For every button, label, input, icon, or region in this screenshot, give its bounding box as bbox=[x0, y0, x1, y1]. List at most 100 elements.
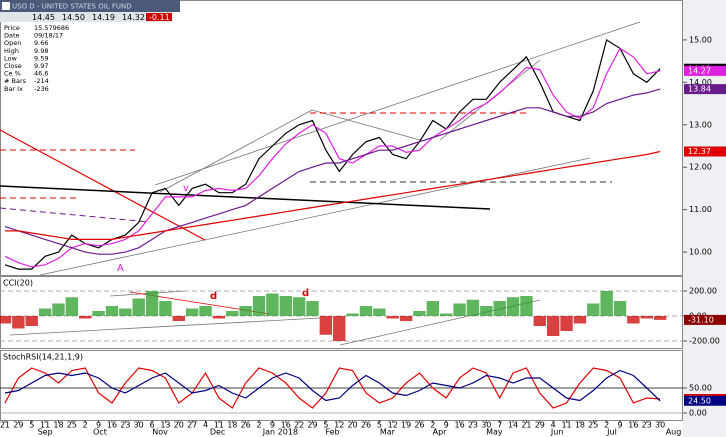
x-tick-label: 22 bbox=[294, 421, 304, 430]
y-tick-label: 14.00 bbox=[689, 78, 712, 87]
y-tick-label: 0.00 bbox=[689, 409, 707, 418]
bar bbox=[359, 306, 373, 316]
x-tick-label: 2 bbox=[604, 421, 609, 430]
x-tick-label: 5 bbox=[29, 421, 34, 430]
header-icon bbox=[2, 2, 10, 10]
last-value-box bbox=[684, 65, 726, 76]
month-label: Jul bbox=[606, 428, 617, 437]
header-bar bbox=[0, 0, 180, 12]
quote-open: 14.45 bbox=[32, 13, 55, 22]
last-value-box bbox=[684, 84, 726, 95]
x-tick-label: 4 bbox=[203, 421, 208, 430]
panel-title: StochRSI(14,21,1,9) bbox=[3, 353, 83, 362]
bar bbox=[546, 316, 560, 336]
trend-line bbox=[9, 317, 321, 336]
y-tick-label: 13.00 bbox=[689, 120, 712, 129]
info-value: 15.579686 bbox=[34, 24, 69, 32]
x-tick-label: 26 bbox=[361, 421, 371, 430]
bar bbox=[226, 311, 239, 316]
x-tick-label: 12 bbox=[334, 421, 344, 430]
trend-line bbox=[0, 185, 491, 210]
cci-frame bbox=[0, 276, 683, 349]
x-tick-label: 9 bbox=[96, 421, 101, 430]
bar bbox=[212, 316, 226, 319]
y-tick-label: -200.00 bbox=[689, 337, 720, 346]
info-value: -214 bbox=[34, 77, 49, 85]
month-label: Apr bbox=[433, 428, 448, 437]
bar bbox=[119, 308, 132, 316]
bar bbox=[292, 297, 306, 316]
bar bbox=[65, 297, 79, 316]
x-tick-label: 30 bbox=[655, 421, 665, 430]
trend-line bbox=[311, 109, 421, 141]
info-label: Low bbox=[4, 54, 17, 62]
trend-lines bbox=[0, 21, 641, 346]
bar bbox=[413, 311, 426, 316]
x-tick-label: 20 bbox=[174, 421, 184, 430]
quote-bar bbox=[0, 12, 172, 22]
bar bbox=[560, 316, 573, 331]
y-tick-label: 15.00 bbox=[689, 35, 712, 44]
bar bbox=[172, 316, 186, 321]
info-value: -236 bbox=[34, 85, 49, 93]
price-frame bbox=[0, 0, 683, 276]
bar bbox=[0, 316, 12, 324]
month-label: Nov bbox=[152, 428, 168, 437]
bar bbox=[399, 316, 413, 321]
header-symbol: USO D - UNITED STATES OIL FUND bbox=[12, 3, 132, 11]
bar bbox=[573, 316, 587, 324]
x-tick-label: 26 bbox=[414, 421, 424, 430]
x-tick-label: 11 bbox=[561, 421, 571, 430]
x-tick-label: 21 bbox=[0, 421, 10, 430]
bar bbox=[640, 316, 653, 319]
y-tick-label: 11.00 bbox=[689, 205, 712, 214]
x-tick-label: 2 bbox=[430, 421, 435, 430]
bar bbox=[52, 303, 65, 316]
last-value-label: -31.10 bbox=[688, 315, 714, 324]
x-tick-label: 18 bbox=[227, 421, 237, 430]
bar bbox=[25, 316, 38, 326]
annotation: v bbox=[183, 183, 189, 194]
quote-change: -0.11 bbox=[149, 13, 170, 22]
month-label: Dec bbox=[210, 428, 225, 437]
bar bbox=[333, 316, 346, 341]
annotation: A bbox=[117, 263, 124, 274]
bar bbox=[613, 301, 627, 316]
x-tick-label: 16 bbox=[107, 421, 117, 430]
bar bbox=[185, 308, 199, 316]
x-tick-label: 27 bbox=[187, 421, 197, 430]
annotation: d bbox=[302, 288, 309, 299]
x-tick-label: 2 bbox=[83, 421, 88, 430]
x-tick-label: 11 bbox=[40, 421, 50, 430]
x-tick-label: 23 bbox=[120, 421, 130, 430]
change-box bbox=[146, 13, 172, 21]
x-tick-label: 9 bbox=[270, 421, 275, 430]
series-line bbox=[4, 367, 661, 409]
bar bbox=[386, 316, 399, 319]
month-label: Jan 2018 bbox=[262, 428, 298, 437]
bar bbox=[12, 316, 25, 329]
bar bbox=[506, 297, 520, 316]
bar bbox=[346, 313, 359, 316]
trend-line bbox=[159, 109, 313, 193]
info-label: Open bbox=[4, 39, 21, 47]
x-tick-label: 16 bbox=[628, 421, 638, 430]
series-line bbox=[4, 47, 661, 268]
x-tick-label: 4 bbox=[551, 421, 556, 430]
quote-high: 14.50 bbox=[62, 13, 85, 22]
info-value: 9.59 bbox=[34, 54, 48, 62]
series-line bbox=[5, 150, 661, 240]
bar bbox=[480, 306, 493, 316]
info-label: Close bbox=[4, 62, 22, 70]
x-tick-label: 23 bbox=[468, 421, 478, 430]
bar bbox=[466, 299, 480, 316]
x-tick-label: 14 bbox=[508, 421, 518, 430]
last-value-label: 14.27 bbox=[688, 66, 711, 75]
quote-close: 14.32 bbox=[122, 13, 145, 22]
info-label: # Bars bbox=[4, 77, 27, 85]
month-label: Sep bbox=[38, 428, 53, 437]
x-tick-label: 20 bbox=[348, 421, 358, 430]
bar bbox=[493, 301, 506, 316]
x-tick-label: 7 bbox=[497, 421, 502, 430]
